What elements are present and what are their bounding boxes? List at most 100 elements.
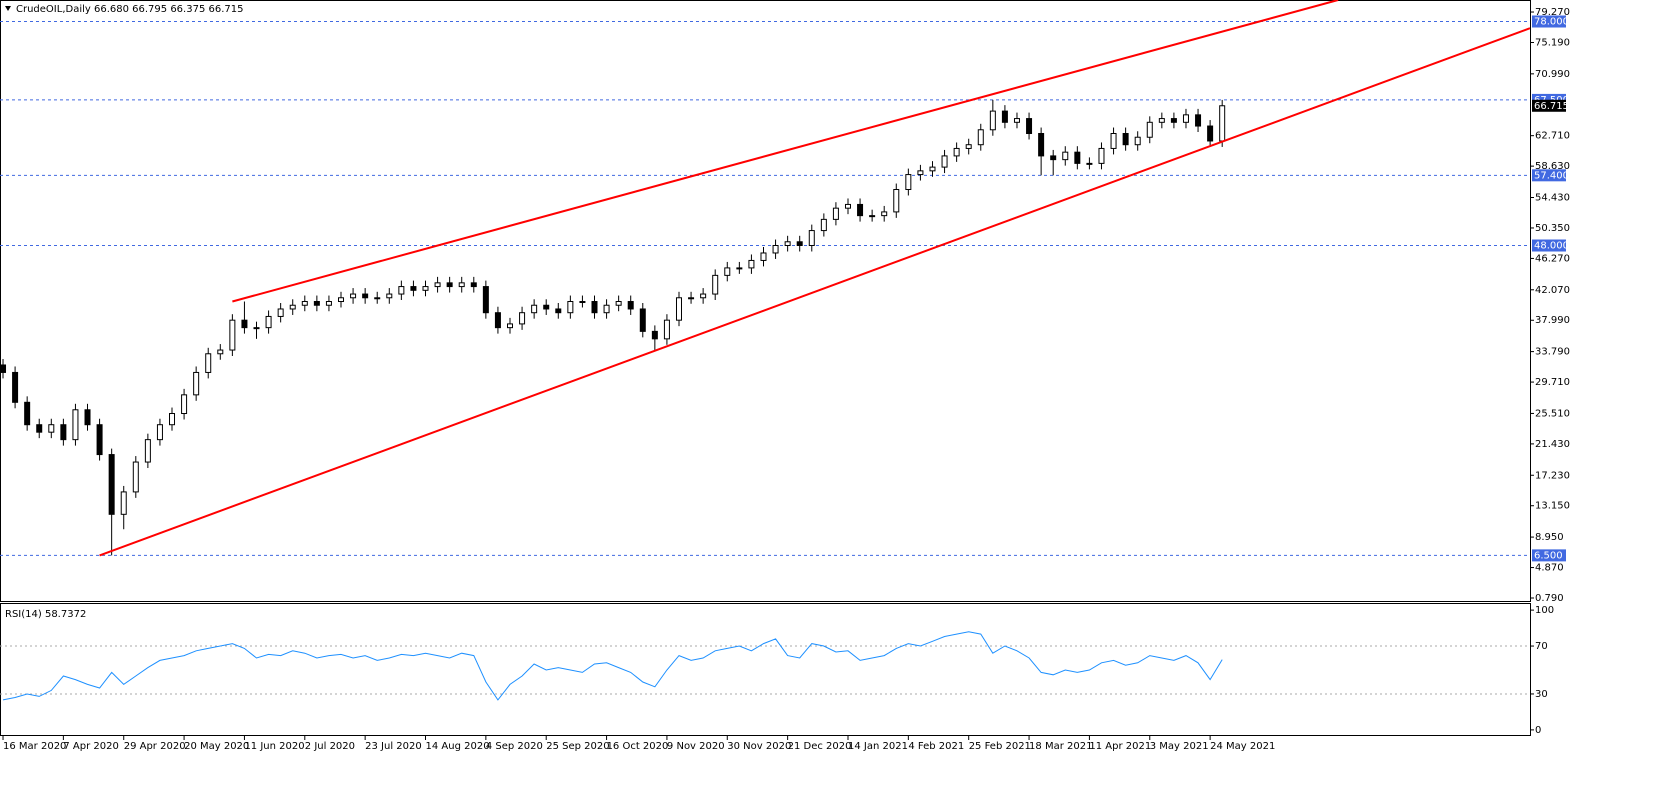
- candle-body: [784, 241, 791, 247]
- candle-body: [36, 424, 43, 433]
- candle-body: [844, 203, 851, 209]
- x-tick-label: 9 Nov 2020: [667, 741, 725, 752]
- candle-body: [796, 241, 803, 247]
- candle-body: [108, 454, 115, 515]
- y-tick-label: 8.950: [1535, 532, 1564, 543]
- y-tick-label: 13.150: [1535, 501, 1570, 512]
- candle-body: [1219, 105, 1226, 142]
- candle-body: [917, 170, 924, 176]
- candle-body: [84, 409, 91, 426]
- y-tick-label: 4.870: [1535, 563, 1564, 574]
- candle-body: [205, 353, 212, 373]
- candle-body: [519, 312, 526, 325]
- x-tick-label: 21 Dec 2020: [788, 741, 852, 752]
- candle-body: [603, 304, 610, 314]
- x-tick-label: 11 Apr 2021: [1089, 741, 1151, 752]
- y-tick-label: 0.790: [1535, 593, 1564, 604]
- candle-body: [1182, 114, 1189, 123]
- rsi-plot: [0, 631, 1530, 701]
- candle-body: [470, 282, 477, 288]
- x-tick-label: 4 Feb 2021: [908, 741, 964, 752]
- candle-body: [0, 364, 7, 373]
- candle-body: [1122, 133, 1129, 146]
- candle-body: [313, 301, 320, 306]
- y-tick-label: 42.070: [1535, 285, 1570, 296]
- y-tick-label: 79.270: [1535, 7, 1570, 18]
- candle-body: [808, 230, 815, 247]
- x-tick-label: 16 Oct 2020: [607, 741, 669, 752]
- candle-body: [651, 330, 658, 340]
- candle-body: [736, 267, 743, 270]
- x-tick-label: 20 May 2020: [184, 741, 249, 752]
- candle-body: [929, 166, 936, 172]
- candle-body: [338, 297, 345, 303]
- candle-body: [772, 245, 779, 254]
- candle-body: [881, 211, 888, 217]
- rsi-panel-frame: [0, 603, 1531, 736]
- axes: 79.270 75.190 70.990 62.710 58.630 54.430 50.3…: [2, 7, 1570, 752]
- candle-body: [675, 297, 682, 321]
- candle-body: [12, 371, 19, 403]
- x-tick-label: 18 Mar 2021: [1029, 741, 1092, 752]
- trendline: [99, 27, 1530, 557]
- candle-body: [398, 286, 405, 295]
- x-tick-label: 23 Jul 2020: [365, 741, 422, 752]
- candle-body: [458, 282, 465, 288]
- candle-body: [410, 286, 417, 291]
- candle-body: [1013, 118, 1020, 123]
- candle-body: [591, 301, 598, 314]
- level-label-box: [1532, 239, 1566, 252]
- rsi-y-tick-label: 70: [1535, 641, 1548, 652]
- candle-body: [494, 312, 501, 329]
- candle-body: [905, 174, 912, 191]
- candle-body: [579, 301, 586, 304]
- candle-body: [434, 282, 441, 288]
- candle-body: [567, 301, 574, 314]
- x-tick-label: 29 Apr 2020: [124, 741, 186, 752]
- last-price-label: 66.715: [1534, 101, 1569, 112]
- y-tick-label: 29.710: [1535, 377, 1570, 388]
- x-tick-label: 25 Feb 2021: [969, 741, 1031, 752]
- candle-body: [615, 301, 622, 306]
- candle-body: [700, 293, 707, 299]
- x-tick-label: 3 May 2021: [1150, 741, 1209, 752]
- candle-body: [1195, 114, 1202, 127]
- trendline: [232, 0, 1339, 303]
- candle-body: [712, 274, 719, 295]
- y-tick-label: 21.430: [1535, 439, 1570, 450]
- candle-body: [1158, 118, 1165, 123]
- candle-body: [24, 401, 31, 426]
- candle-body: [1134, 136, 1141, 146]
- candle-body: [627, 301, 634, 310]
- x-tick-label: 2 Jul 2020: [305, 741, 355, 752]
- x-tick-label: 4 Sep 2020: [486, 741, 543, 752]
- rsi-title: RSI(14) 58.7372: [5, 609, 86, 620]
- candle-body: [374, 297, 381, 300]
- candle-body: [820, 218, 827, 232]
- candle-body: [953, 147, 960, 157]
- candle-body: [893, 189, 900, 213]
- candle-body: [1074, 151, 1081, 164]
- candle-body: [48, 424, 55, 433]
- candle-body: [156, 424, 163, 441]
- y-tick-label: 54.430: [1535, 192, 1570, 203]
- candle-body: [289, 304, 296, 310]
- candle-body: [555, 308, 562, 314]
- x-tick-label: 24 May 2021: [1210, 741, 1275, 752]
- candle-body: [72, 409, 79, 441]
- y-tick-label: 62.710: [1535, 131, 1570, 142]
- candle-body: [1170, 118, 1177, 123]
- candle-body: [96, 424, 103, 456]
- candle-body: [169, 413, 176, 426]
- candle-body: [301, 301, 308, 306]
- candle-body: [325, 301, 332, 306]
- candle-body: [531, 304, 538, 314]
- rsi-line: [2, 631, 1223, 701]
- candle-body: [265, 315, 272, 329]
- candle-body: [229, 319, 236, 351]
- price-plot: [0, 0, 1530, 557]
- candle-body: [1110, 133, 1117, 149]
- candle-body: [217, 349, 224, 355]
- candle-body: [181, 394, 188, 415]
- candle-body: [422, 286, 429, 291]
